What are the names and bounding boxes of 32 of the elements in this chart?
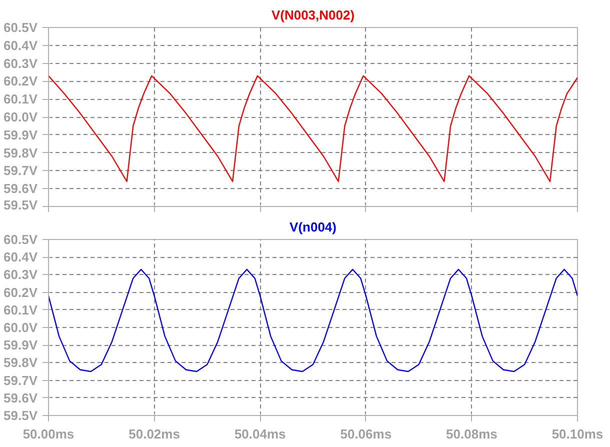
y-tick-label: 60.2V: [4, 284, 38, 300]
y-tick-label: 60.1V: [4, 92, 38, 107]
text: V(n004): [290, 220, 336, 234]
line-series: [48, 75, 578, 182]
x-tick-label: 50.10ms: [552, 426, 604, 442]
text: V(N003,N002): [271, 8, 355, 22]
y-tick-label: 60.5V: [4, 232, 38, 247]
y-tick-label: 60.3V: [4, 56, 38, 71]
y-tick-label: 60.4V: [4, 250, 38, 265]
line-series: [48, 268, 578, 372]
y-tick-label: 60.4V: [4, 38, 38, 53]
y-tick-label: 59.7V: [4, 163, 38, 178]
x-tick-label: 50.02ms: [128, 426, 180, 442]
y-tick-label: 59.5V: [4, 408, 38, 423]
y-tick-label: 60.2V: [4, 74, 38, 89]
x-tick-label: 50.08ms: [446, 426, 498, 442]
y-tick-label: 59.6V: [4, 181, 38, 196]
x-tick-label: 50.06ms: [340, 426, 392, 442]
y-tick-label: 59.6V: [4, 390, 38, 406]
x-tick-label: 50.00ms: [22, 426, 74, 442]
y-tick-label: 59.8V: [4, 145, 38, 160]
y-tick-label: 60.0V: [4, 320, 38, 335]
y-tick-label: 60.0V: [4, 110, 38, 124]
y-tick-label: 59.9V: [4, 127, 38, 142]
y-tick-label: 59.5V: [4, 198, 38, 212]
y-tick-label: 60.3V: [4, 267, 38, 282]
y-tick-label: 59.9V: [4, 338, 38, 353]
y-tick-label: 60.1V: [4, 302, 38, 318]
y-tick-label: 60.5V: [4, 20, 38, 35]
y-tick-label: 59.7V: [4, 372, 38, 388]
x-tick-label: 50.04ms: [234, 426, 286, 442]
y-tick-label: 59.8V: [4, 355, 38, 370]
